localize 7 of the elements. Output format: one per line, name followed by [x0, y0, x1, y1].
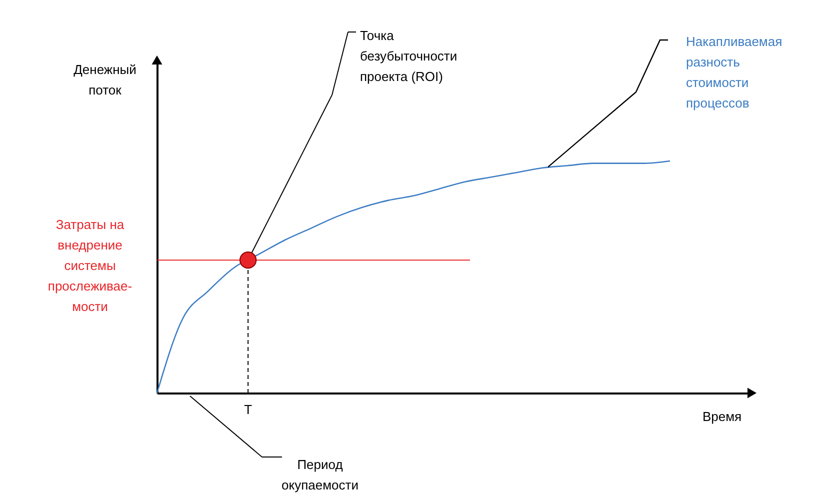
text: Накапливаемая разность стоимости процессов: [686, 34, 782, 110]
text: T: [244, 402, 252, 417]
text: Период окупаемости: [282, 457, 358, 492]
x-axis-title: Время: [702, 409, 742, 424]
y-axis-title: Денежный поток: [74, 62, 136, 98]
ref-line-label: Затраты на внедрение системы прослеживае-мости: [48, 217, 132, 314]
text: Точка безубыточности проекта (ROI): [360, 28, 458, 84]
